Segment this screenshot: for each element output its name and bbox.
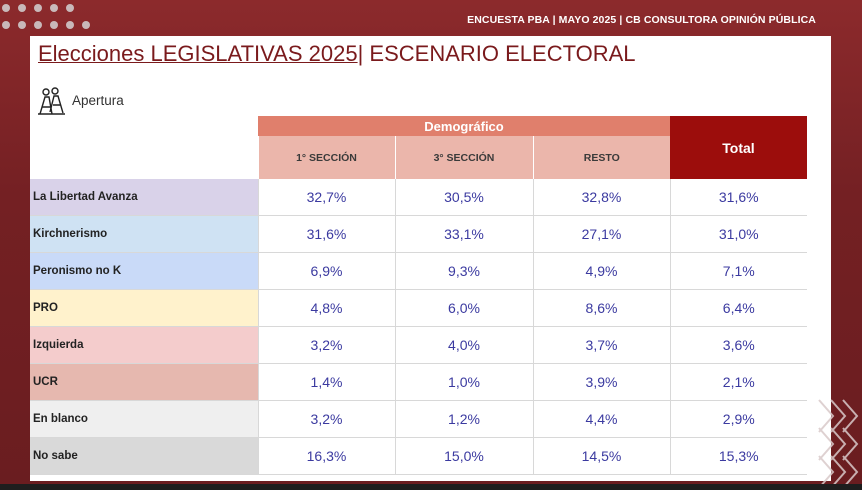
value-cell: 1,4% (258, 364, 395, 401)
value-cell: 14,5% (533, 438, 670, 475)
value-cell: 3,2% (258, 401, 395, 438)
total-header: Total (670, 116, 807, 179)
party-label: Peronismo no K (30, 253, 258, 290)
column-header-seccion-1: 1° SECCIÓN (258, 136, 395, 179)
table-row: Izquierda 3,2% 4,0% 3,7% 3,6% (30, 327, 807, 364)
table-row: Kirchnerismo 31,6% 33,1% 27,1% 31,0% (30, 216, 807, 253)
value-cell: 4,9% (533, 253, 670, 290)
table-row: No sabe 16,3% 15,0% 14,5% 15,3% (30, 438, 807, 475)
content-panel: Elecciones LEGISLATIVAS 2025| ESCENARIO … (30, 36, 831, 481)
total-cell: 2,1% (670, 364, 807, 401)
page-title-sub: | ESCENARIO ELECTORAL (358, 41, 636, 66)
results-table: Demográfico Total 1° SECCIÓN 3° SECCIÓN … (30, 116, 807, 475)
value-cell: 1,0% (395, 364, 533, 401)
value-cell: 16,3% (258, 438, 395, 475)
value-cell: 30,5% (395, 179, 533, 216)
column-header-seccion-3: 3° SECCIÓN (395, 136, 533, 179)
value-cell: 6,0% (395, 290, 533, 327)
decorative-chevrons-icon (805, 398, 862, 490)
people-group-icon (36, 86, 66, 116)
party-label: Kirchnerismo (30, 216, 258, 253)
table-row: Peronismo no K 6,9% 9,3% 4,9% 7,1% (30, 253, 807, 290)
column-header-resto: RESTO (533, 136, 670, 179)
value-cell: 4,0% (395, 327, 533, 364)
total-cell: 31,6% (670, 179, 807, 216)
party-label: En blanco (30, 401, 258, 438)
total-cell: 3,6% (670, 327, 807, 364)
total-cell: 2,9% (670, 401, 807, 438)
value-cell: 32,8% (533, 179, 670, 216)
value-cell: 3,7% (533, 327, 670, 364)
value-cell: 27,1% (533, 216, 670, 253)
value-cell: 31,6% (258, 216, 395, 253)
table-row: La Libertad Avanza 32,7% 30,5% 32,8% 31,… (30, 179, 807, 216)
value-cell: 6,9% (258, 253, 395, 290)
decorative-dots (2, 4, 102, 34)
section-label: Apertura (72, 93, 124, 108)
table-row: En blanco 3,2% 1,2% 4,4% 2,9% (30, 401, 807, 438)
value-cell: 32,7% (258, 179, 395, 216)
table-row: UCR 1,4% 1,0% 3,9% 2,1% (30, 364, 807, 401)
value-cell: 4,8% (258, 290, 395, 327)
table-corner (30, 116, 258, 179)
value-cell: 9,3% (395, 253, 533, 290)
table-row: PRO 4,8% 6,0% 8,6% 6,4% (30, 290, 807, 327)
survey-source-header: ENCUESTA PBA | MAYO 2025 | CB CONSULTORA… (467, 14, 816, 26)
value-cell: 4,4% (533, 401, 670, 438)
party-label: UCR (30, 364, 258, 401)
total-cell: 31,0% (670, 216, 807, 253)
party-label: PRO (30, 290, 258, 327)
demographic-group-header: Demográfico (258, 116, 670, 136)
value-cell: 3,2% (258, 327, 395, 364)
page-title: Elecciones LEGISLATIVAS 2025| ESCENARIO … (38, 41, 636, 67)
value-cell: 1,2% (395, 401, 533, 438)
total-cell: 7,1% (670, 253, 807, 290)
party-label: La Libertad Avanza (30, 179, 258, 216)
party-label: No sabe (30, 438, 258, 475)
total-cell: 15,3% (670, 438, 807, 475)
value-cell: 15,0% (395, 438, 533, 475)
bottom-bar (0, 484, 862, 490)
page-title-main: Elecciones LEGISLATIVAS 2025 (38, 41, 358, 66)
party-label: Izquierda (30, 327, 258, 364)
total-cell: 6,4% (670, 290, 807, 327)
value-cell: 33,1% (395, 216, 533, 253)
value-cell: 8,6% (533, 290, 670, 327)
value-cell: 3,9% (533, 364, 670, 401)
